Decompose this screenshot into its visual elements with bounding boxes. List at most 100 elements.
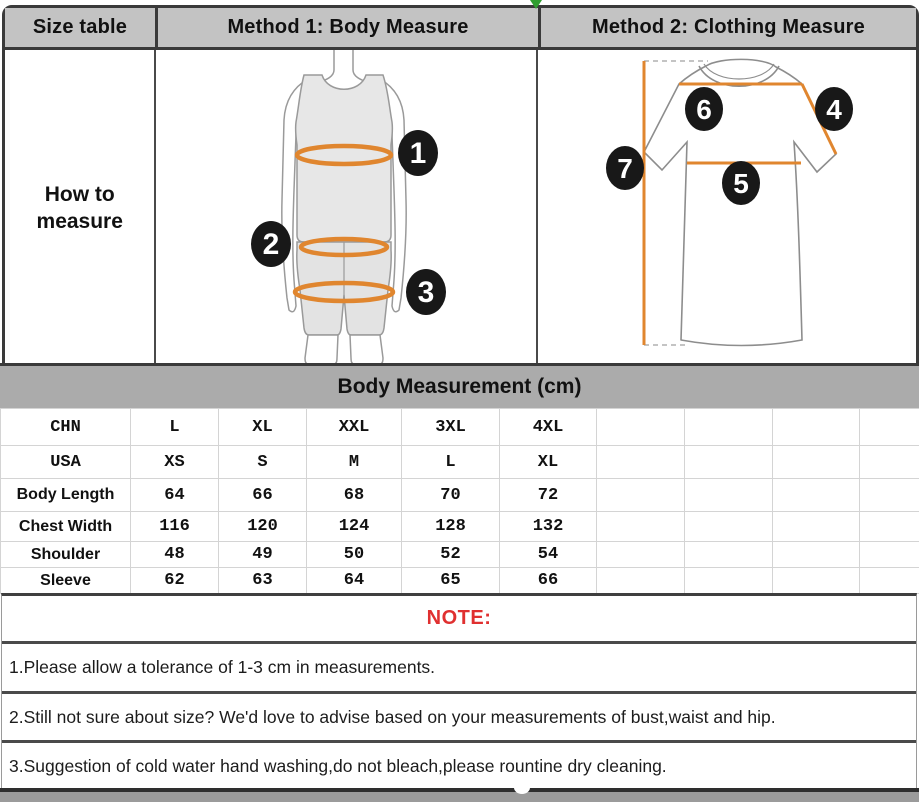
table-row-sleeve: Sleeve 62 63 64 65 66 bbox=[0, 567, 919, 594]
table-cell: 128 bbox=[401, 511, 500, 542]
marker-6: 6 bbox=[685, 87, 723, 131]
table-cell: 132 bbox=[499, 511, 597, 542]
body-measurement-band: Body Measurement (cm) bbox=[0, 363, 919, 408]
hip-measure-ring bbox=[293, 280, 396, 304]
how-to-line2: measure bbox=[36, 210, 123, 233]
empty-cell bbox=[772, 408, 860, 446]
empty-cell bbox=[684, 541, 773, 568]
table-row-chn: CHN L XL XXL 3XL 4XL bbox=[0, 408, 919, 446]
empty-cell bbox=[684, 408, 773, 446]
empty-cell bbox=[772, 445, 860, 479]
row-label: Chest Width bbox=[0, 511, 131, 542]
svg-text:3: 3 bbox=[418, 276, 435, 309]
table-cell: 62 bbox=[130, 567, 219, 594]
empty-cell bbox=[596, 541, 685, 568]
table-cell: XL bbox=[499, 445, 597, 479]
top-section: Size table Method 1: Body Measure Method… bbox=[2, 5, 919, 369]
table-row-body-length: Body Length 64 66 68 70 72 bbox=[0, 478, 919, 512]
table-cell: L bbox=[130, 408, 219, 446]
table-cell: 4XL bbox=[499, 408, 597, 446]
table-cell: 72 bbox=[499, 478, 597, 512]
note-item-3: 3.Suggestion of cold water hand washing,… bbox=[9, 756, 667, 777]
empty-cell bbox=[859, 408, 919, 446]
table-cell: 65 bbox=[401, 567, 500, 594]
table-cell: XL bbox=[218, 408, 307, 446]
size-table: CHN L XL XXL 3XL 4XL USA XS S M L XL Bod… bbox=[0, 408, 919, 594]
empty-cell bbox=[684, 445, 773, 479]
table-cell: 63 bbox=[218, 567, 307, 594]
tshirt-illustration: 6 4 7 5 bbox=[606, 58, 853, 347]
table-cell: L bbox=[401, 445, 500, 479]
waist-measure-ring bbox=[299, 236, 390, 258]
table-cell: 116 bbox=[130, 511, 219, 542]
svg-text:6: 6 bbox=[696, 94, 712, 125]
table-cell: 64 bbox=[306, 567, 402, 594]
body-measure-panel: 1 2 3 bbox=[156, 50, 538, 366]
marker-2: 2 bbox=[251, 221, 292, 267]
table-row-chest-width: Chest Width 116 120 124 128 132 bbox=[0, 511, 919, 542]
empty-cell bbox=[684, 478, 773, 512]
svg-text:4: 4 bbox=[826, 94, 842, 125]
table-cell: 66 bbox=[499, 567, 597, 594]
row-label: Shoulder bbox=[0, 541, 131, 568]
table-cell: 64 bbox=[130, 478, 219, 512]
bottom-grey-bar bbox=[0, 792, 919, 802]
svg-text:5: 5 bbox=[733, 168, 749, 199]
empty-cell bbox=[859, 511, 919, 542]
clothing-measure-panel: 6 4 7 5 bbox=[538, 50, 916, 366]
bottom-divider-line bbox=[0, 788, 919, 792]
empty-cell bbox=[859, 541, 919, 568]
empty-cell bbox=[684, 567, 773, 594]
right-leg bbox=[349, 334, 385, 364]
table-cell: 49 bbox=[218, 541, 307, 568]
empty-cell bbox=[596, 567, 685, 594]
row-label: CHN bbox=[0, 408, 131, 446]
table-cell: XS bbox=[130, 445, 219, 479]
collar-rib bbox=[703, 63, 775, 80]
marker-7: 7 bbox=[606, 146, 644, 190]
body-figure-illustration: 1 2 3 bbox=[251, 50, 447, 364]
row-label: USA bbox=[0, 445, 131, 479]
table-cell: 50 bbox=[306, 541, 402, 568]
illustration-row: How to measure bbox=[5, 50, 916, 366]
marker-3: 3 bbox=[406, 269, 447, 315]
empty-cell bbox=[772, 511, 860, 542]
table-cell: 54 bbox=[499, 541, 597, 568]
table-cell: 52 bbox=[401, 541, 500, 568]
table-cell: 68 bbox=[306, 478, 402, 512]
header-method2: Method 2: Clothing Measure bbox=[592, 16, 865, 38]
marker-4: 4 bbox=[815, 87, 853, 131]
header-method1: Method 1: Body Measure bbox=[158, 8, 541, 47]
table-cell: M bbox=[306, 445, 402, 479]
chest-measure-ring bbox=[295, 143, 394, 167]
table-cell: XXL bbox=[306, 408, 402, 446]
table-cell: 120 bbox=[218, 511, 307, 542]
note-item-2: 2.Still not sure about size? We'd love t… bbox=[2, 694, 916, 744]
empty-cell bbox=[772, 567, 860, 594]
note-header: NOTE: bbox=[2, 596, 916, 644]
table-row-usa: USA XS S M L XL bbox=[0, 445, 919, 479]
row-label: Body Length bbox=[0, 478, 131, 512]
empty-cell bbox=[772, 478, 860, 512]
how-to-line1: How to bbox=[44, 183, 115, 206]
header-row: Size table Method 1: Body Measure Method… bbox=[5, 8, 916, 50]
empty-cell bbox=[859, 478, 919, 512]
row-label: Sleeve bbox=[0, 567, 131, 594]
empty-cell bbox=[772, 541, 860, 568]
table-row-shoulder: Shoulder 48 49 50 52 54 bbox=[0, 541, 919, 568]
empty-cell bbox=[596, 478, 685, 512]
green-corner-marker-icon bbox=[530, 0, 542, 9]
table-cell: 70 bbox=[401, 478, 500, 512]
empty-cell bbox=[596, 445, 685, 479]
empty-cell bbox=[859, 567, 919, 594]
table-cell: 66 bbox=[218, 478, 307, 512]
empty-cell bbox=[859, 445, 919, 479]
marker-5: 5 bbox=[722, 161, 760, 205]
table-cell: 3XL bbox=[401, 408, 500, 446]
note-title: NOTE: bbox=[426, 607, 492, 629]
table-cell: S bbox=[218, 445, 307, 479]
how-to-measure-cell: How to measure bbox=[5, 50, 157, 366]
header-size-table: Size table bbox=[5, 8, 158, 47]
note-item-1: 1.Please allow a tolerance of 1-3 cm in … bbox=[2, 644, 916, 694]
